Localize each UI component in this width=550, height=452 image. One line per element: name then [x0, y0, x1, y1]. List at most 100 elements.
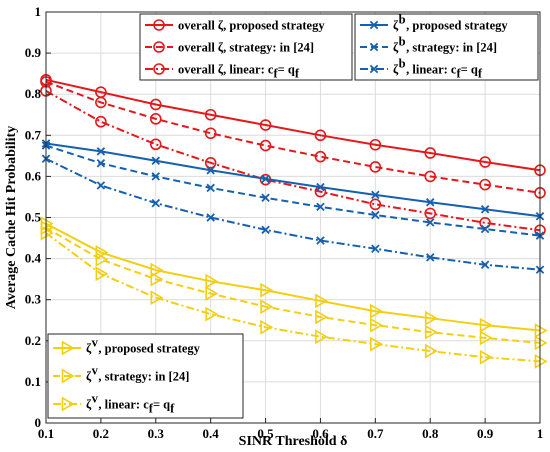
- data-point: [370, 336, 383, 352]
- legend-box: [139, 13, 353, 81]
- legend-text-part: , strategy: in [24]: [223, 41, 314, 55]
- data-point: [150, 290, 164, 306]
- legend-text-part: , linear: c: [98, 398, 149, 412]
- data-point: [370, 317, 383, 333]
- legend-text-part: v: [92, 364, 99, 378]
- data-point: [151, 198, 161, 208]
- y-tick-label: 0.5: [25, 210, 42, 225]
- y-tick-label: 1: [35, 4, 42, 19]
- data-point: [314, 129, 327, 142]
- y-tick-label: 0: [35, 415, 42, 430]
- legend-text-part: v: [92, 336, 99, 350]
- legend-text-part: , strategy: in [24]: [98, 370, 189, 384]
- legend-text-part: f: [456, 67, 461, 81]
- legend-text-part: overall ζ: [178, 19, 224, 33]
- data-point: [371, 244, 380, 253]
- data-point: [206, 183, 215, 193]
- data-point: [206, 165, 215, 175]
- data-point: [261, 193, 270, 203]
- y-tick-label: 0.8: [25, 86, 42, 101]
- y-tick-label: 0.4: [25, 251, 42, 266]
- data-point: [480, 224, 490, 234]
- series-line: [45, 78, 541, 172]
- legend-marker: [153, 41, 165, 53]
- data-point: [425, 198, 435, 207]
- legend-text-part: , proposed strategy: [98, 342, 200, 356]
- data-point: [424, 343, 438, 359]
- legend-text-part: f: [295, 67, 300, 81]
- series-line: [45, 222, 541, 332]
- data-point: [204, 127, 217, 140]
- data-point: [95, 266, 109, 282]
- x-tick-label: 0.7: [367, 426, 384, 441]
- series-7: [40, 216, 548, 338]
- data-point: [95, 96, 107, 109]
- legend-text-part: , proposed strategy: [223, 19, 325, 33]
- data-point: [316, 236, 325, 245]
- data-point: [204, 157, 217, 169]
- data-point: [261, 174, 270, 184]
- data-point: [480, 260, 490, 270]
- legend-text-part: = q: [153, 398, 170, 412]
- data-point: [479, 156, 491, 168]
- data-point: [149, 98, 162, 111]
- legend-text-part: ζ: [393, 19, 399, 33]
- data-point: [96, 147, 106, 156]
- data-point: [151, 156, 161, 166]
- data-point: [259, 119, 272, 131]
- data-point: [260, 282, 274, 298]
- legend-marker: [369, 20, 379, 30]
- data-point: [260, 299, 274, 315]
- legend-text-part: b: [399, 35, 406, 49]
- y-tick-label: 0.7: [25, 127, 42, 142]
- series-line: [45, 157, 541, 271]
- data-point: [96, 181, 106, 190]
- series-line: [45, 142, 541, 218]
- y-tick-label: 0.9: [25, 45, 42, 60]
- data-point: [204, 108, 217, 121]
- legend-text-part: ζ: [393, 63, 399, 77]
- series-line: [45, 90, 541, 232]
- data-point: [150, 271, 164, 287]
- series-2: [40, 76, 546, 199]
- legend-text-part: f: [170, 402, 175, 416]
- x-tick-label: 0.3: [148, 426, 165, 441]
- data-point: [261, 225, 270, 235]
- data-point: [534, 335, 548, 351]
- data-point: [480, 205, 490, 214]
- data-point: [315, 309, 329, 325]
- y-tick-label: 0.3: [25, 292, 42, 307]
- legend-text-part: ζ: [86, 370, 92, 384]
- legend-text-part: f: [478, 67, 483, 81]
- data-point: [205, 286, 219, 301]
- legend-text-part: ζ: [393, 41, 399, 55]
- x-tick-label: 1: [537, 426, 544, 441]
- data-point: [314, 150, 327, 163]
- x-tick-label: 0.4: [203, 426, 220, 441]
- data-point: [424, 147, 437, 159]
- y-tick-label: 0.6: [25, 168, 42, 183]
- legend-entry: overall ζ, strategy: in [24]: [145, 41, 314, 55]
- series-line: [45, 80, 541, 194]
- legend-entry: overall ζ, proposed strategy: [145, 19, 325, 33]
- legend-text-part: ζ: [86, 398, 92, 412]
- data-point: [424, 170, 437, 183]
- legend-text-part: overall ζ: [178, 41, 224, 55]
- legend-marker: [153, 19, 165, 31]
- data-point: [479, 178, 491, 191]
- series-9: [40, 225, 548, 369]
- data-point: [96, 159, 106, 168]
- legend-text-part: , linear: c: [406, 63, 457, 77]
- data-point: [95, 245, 109, 260]
- data-point: [534, 323, 548, 338]
- legend-marker: [153, 63, 165, 75]
- data-point: [206, 213, 215, 222]
- data-point: [260, 319, 274, 335]
- data-point: [315, 293, 329, 309]
